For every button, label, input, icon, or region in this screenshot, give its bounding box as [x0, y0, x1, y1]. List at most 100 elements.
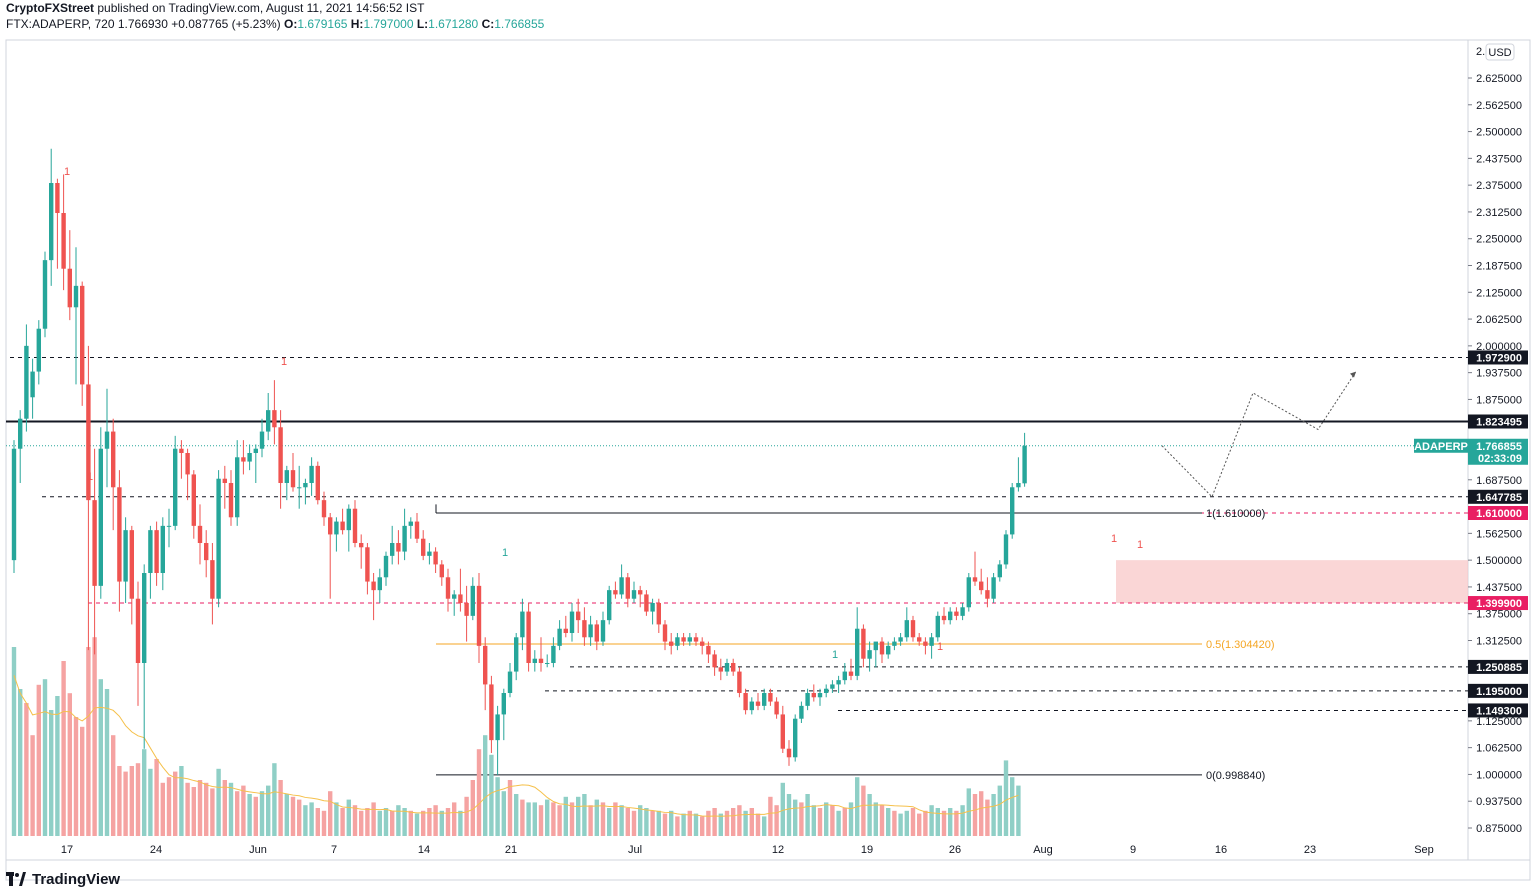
candle-body: [910, 620, 916, 638]
candle-body: [514, 637, 519, 672]
candle-body: [737, 671, 742, 693]
publisher-name[interactable]: CryptoFXStreet: [6, 1, 95, 15]
signal-marker: 1: [64, 166, 70, 178]
level-price-label: 1.250885: [1476, 662, 1522, 674]
volume-bar: [483, 735, 488, 836]
candle-body: [396, 543, 401, 552]
volume-bar: [768, 796, 773, 836]
candle-body: [160, 525, 165, 573]
signal-marker: 1: [281, 356, 287, 368]
candle-body: [638, 590, 643, 595]
candle-body: [346, 508, 351, 531]
volume-bar: [377, 810, 382, 836]
fib-level-label: 0.5(1.304420): [1206, 639, 1275, 651]
y-tick-label: 0.875000: [1476, 823, 1522, 835]
volume-bar: [1010, 777, 1015, 836]
candle-body: [61, 213, 66, 269]
projection-arrowhead: [1350, 371, 1356, 378]
volume-bar: [476, 749, 482, 836]
candle-body: [607, 590, 612, 621]
candle-body: [960, 607, 965, 616]
x-tick-label: 19: [861, 844, 873, 856]
x-tick-label: 9: [1130, 844, 1136, 856]
volume-bar: [142, 749, 147, 836]
volume-bar: [545, 799, 550, 836]
volume-bar: [495, 777, 500, 836]
candle-body: [253, 448, 258, 453]
volume-bar: [941, 810, 947, 836]
volume-bar: [731, 808, 736, 836]
candle-body: [594, 624, 599, 642]
candle-body: [724, 663, 730, 672]
currency-label: USD: [1488, 47, 1511, 59]
candle-body: [352, 508, 358, 543]
candle-body: [30, 371, 35, 398]
symbol-tag-label: ADAPERP: [1414, 441, 1468, 453]
volume-bar: [315, 808, 320, 836]
volume-bar: [452, 802, 457, 836]
volume-bar: [594, 799, 599, 836]
volume-bar: [712, 808, 717, 836]
candle-body: [855, 628, 860, 676]
candle-body: [774, 701, 779, 715]
volume-bar: [278, 780, 283, 836]
volume-bar: [191, 787, 196, 836]
candle-body: [272, 410, 277, 428]
candle-body: [861, 628, 866, 659]
candle-body: [811, 693, 816, 698]
volume-bar: [458, 810, 463, 836]
tradingview-brand[interactable]: TradingView: [32, 870, 121, 888]
signal-marker: 1: [937, 641, 943, 653]
volume-bar: [780, 782, 785, 836]
candle-body: [129, 530, 134, 599]
candle-body: [117, 487, 122, 582]
volume-bar: [520, 799, 525, 836]
candle-body: [92, 500, 97, 586]
candle-body: [216, 478, 221, 599]
candle-body: [427, 551, 432, 556]
last-price: 1.766930: [117, 17, 168, 31]
candle-body: [476, 585, 482, 646]
volume-bar: [954, 810, 959, 836]
level-price-label: 1.399900: [1476, 598, 1522, 610]
volume-bar: [910, 808, 916, 836]
signal-marker: 1: [502, 547, 508, 559]
volume-bar: [222, 780, 227, 836]
candle-body: [433, 551, 438, 565]
y-tick-label-top: 2.: [1476, 46, 1485, 58]
volume-bar: [576, 796, 581, 836]
volume-bar: [334, 802, 339, 836]
volume-bar: [204, 782, 209, 836]
volume-bar: [985, 799, 990, 836]
candle-body: [98, 448, 103, 586]
y-tick-label: 2.000000: [1476, 341, 1522, 353]
last-price-tag: [1468, 438, 1528, 465]
volume-bar: [638, 805, 643, 836]
x-tick-label: 7: [331, 844, 337, 856]
candle-body: [706, 645, 711, 655]
candle-body: [582, 620, 587, 638]
signal-marker: 1: [832, 649, 838, 661]
candle-body: [185, 453, 190, 475]
volume-bar: [551, 802, 556, 836]
volume-bar: [1003, 760, 1009, 836]
volume-bar: [390, 810, 395, 836]
candle-body: [414, 521, 420, 539]
volume-bar: [166, 777, 172, 836]
candle-body: [445, 577, 451, 599]
candle-body: [786, 748, 792, 758]
volume-bar: [173, 771, 178, 836]
volume-bar: [135, 763, 141, 836]
volume-bar: [11, 647, 17, 836]
candle-body: [142, 573, 147, 663]
volume-bar: [793, 799, 798, 836]
volume-bar: [489, 754, 494, 836]
volume-bar: [24, 703, 29, 836]
candle-body: [204, 543, 209, 561]
y-tick-label: 2.250000: [1476, 234, 1522, 246]
volume-bar: [966, 788, 971, 836]
volume-bar: [42, 679, 48, 836]
candle-body: [867, 650, 872, 659]
volume-bar: [724, 810, 730, 836]
